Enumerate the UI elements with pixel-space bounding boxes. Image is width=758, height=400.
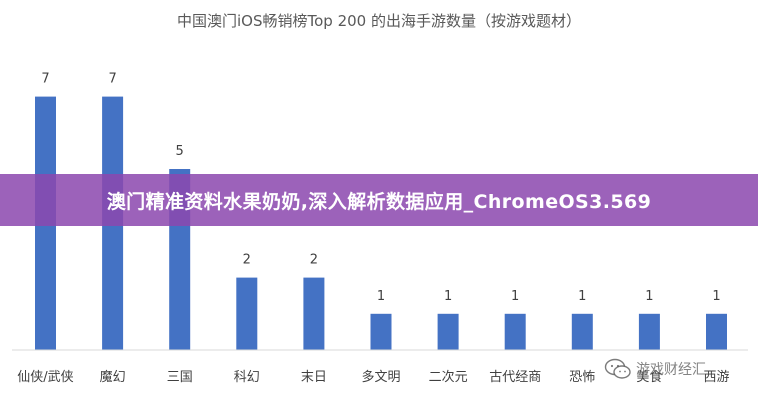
- wechat-icon: [604, 358, 631, 379]
- x-tick-labels-layer: 仙侠/武侠 魔幻 三国 科幻 末日 多文明 二次元 古代经商 恐怖 美食 西游: [17, 369, 729, 385]
- x-tick-label-9: 美食: [636, 369, 662, 385]
- x-tick-label-6: 二次元: [429, 369, 468, 385]
- watermark: 游戏财经汇: [604, 354, 706, 384]
- data-label-0: 7: [41, 72, 49, 87]
- data-label-5: 1: [377, 289, 385, 304]
- x-tick-label-8: 恐怖: [569, 369, 595, 385]
- data-label-1: 7: [108, 72, 116, 87]
- x-tick-label-7: 古代经商: [489, 370, 541, 385]
- x-tick-label-0: 仙侠/武侠: [17, 370, 73, 385]
- data-label-4: 2: [310, 253, 318, 268]
- bar-8: [571, 313, 593, 350]
- bar-7: [504, 313, 526, 350]
- data-label-7: 1: [511, 289, 519, 304]
- data-label-10: 1: [712, 289, 720, 304]
- data-label-6: 1: [444, 289, 452, 304]
- x-tick-label-10: 西游: [703, 370, 729, 385]
- bar-3: [236, 277, 258, 350]
- x-tick-label-3: 科幻: [234, 370, 260, 385]
- data-label-2: 5: [176, 144, 184, 159]
- bar-10: [706, 313, 727, 350]
- data-labels-layer: 7 7 5 2 2 1 1 1 1 1 1: [41, 72, 720, 304]
- overlay-banner: 澳门精准资料水果奶奶,深入解析数据应用_ChromeOS3.569: [0, 174, 758, 226]
- data-label-3: 2: [243, 253, 251, 268]
- bar-6: [437, 313, 459, 350]
- bar-9: [638, 313, 660, 350]
- x-tick-label-4: 末日: [301, 370, 327, 385]
- chart-title: 中国澳门iOS畅销榜Top 200 的出海手游数量（按游戏题材）: [177, 12, 581, 30]
- data-label-9: 1: [645, 289, 653, 304]
- x-tick-label-2: 三国: [167, 370, 193, 385]
- bar-4: [303, 277, 325, 350]
- x-tick-label-5: 多文明: [361, 369, 400, 385]
- banner-text: 澳门精准资料水果奶奶,深入解析数据应用_ChromeOS3.569: [106, 190, 652, 213]
- data-label-8: 1: [578, 289, 586, 304]
- bar-5: [370, 313, 392, 350]
- watermark-text: 游戏财经汇: [636, 362, 706, 378]
- x-tick-label-1: 魔幻: [100, 370, 126, 385]
